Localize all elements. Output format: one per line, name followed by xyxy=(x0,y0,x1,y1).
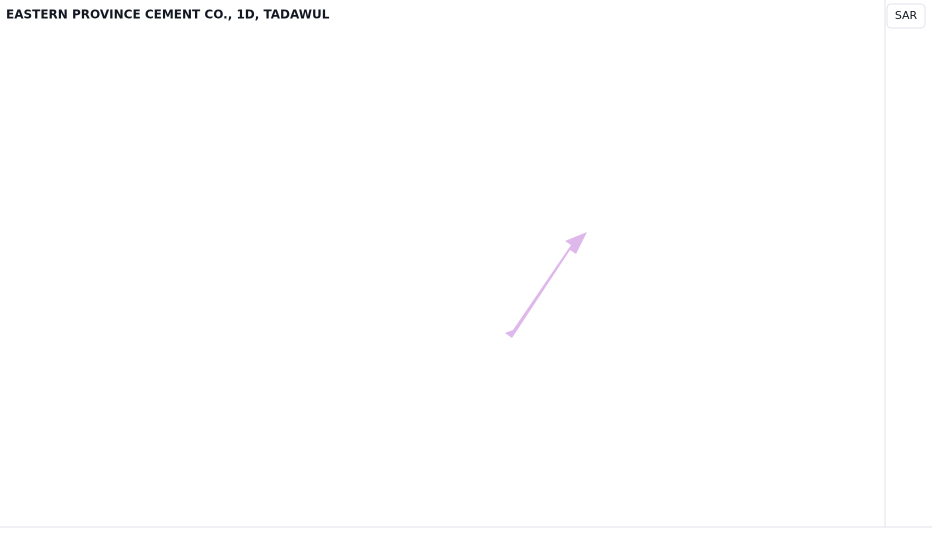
price-axis xyxy=(885,0,932,527)
currency-button[interactable] xyxy=(886,3,926,29)
currency[interactable]: SAR xyxy=(895,9,918,22)
trend-arrow xyxy=(505,232,587,338)
chart-title: EASTERN PROVINCE CEMENT CO., 1D, TADAWUL xyxy=(6,8,330,22)
arrow xyxy=(505,232,587,338)
